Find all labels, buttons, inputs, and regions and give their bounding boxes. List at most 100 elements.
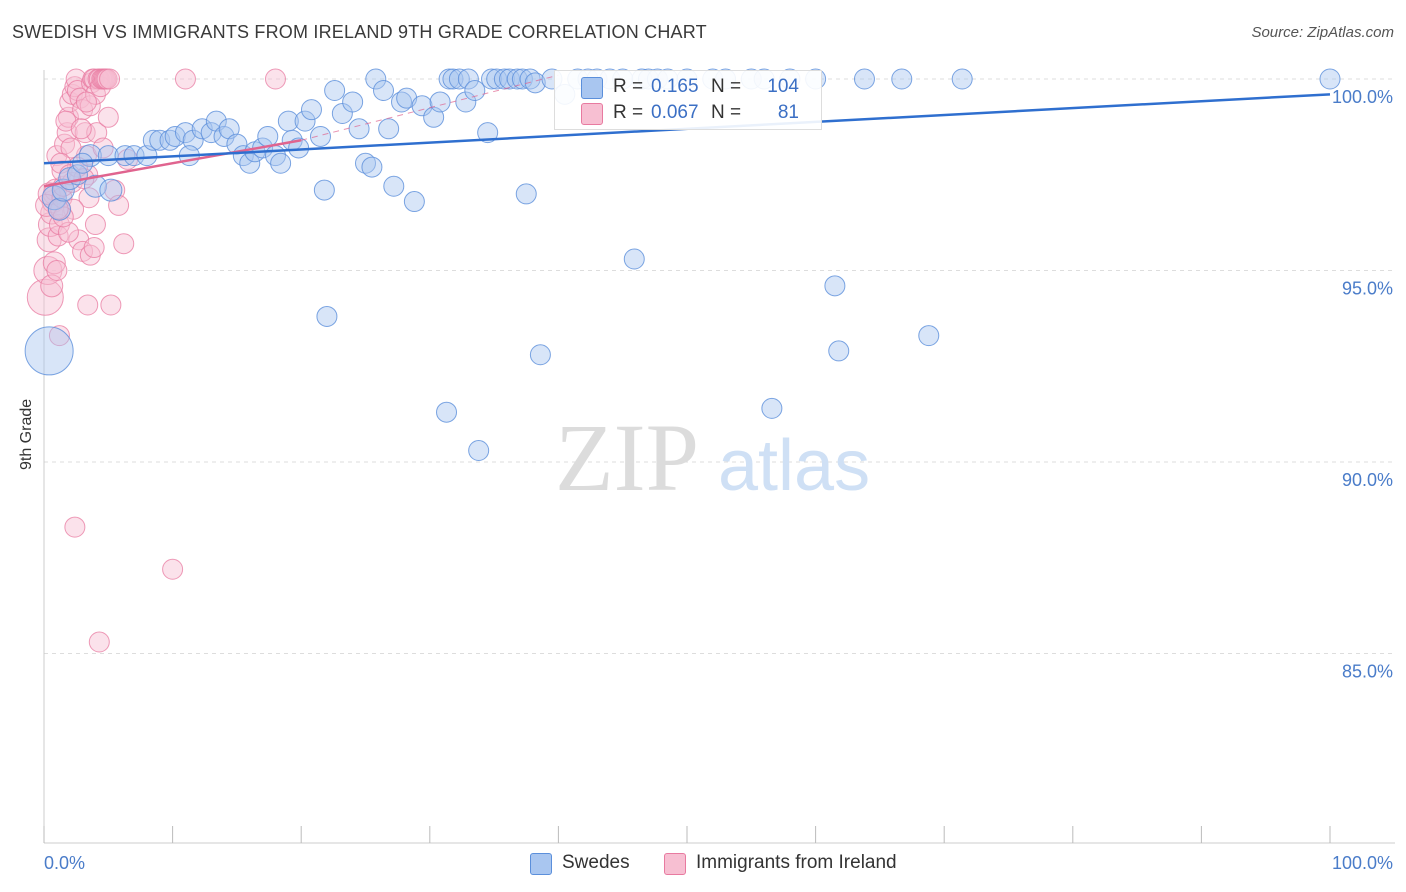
- data-point-ireland: [26, 278, 64, 316]
- stats-legend: R = 0.165 N = 104 R = 0.067 N = 81: [554, 70, 822, 130]
- data-point-swedes: [123, 145, 145, 167]
- data-point-swedes: [114, 145, 136, 167]
- data-point-ireland: [63, 198, 85, 220]
- data-point-swedes: [891, 68, 913, 90]
- data-point-ireland: [88, 631, 110, 653]
- data-point-ireland: [83, 237, 105, 259]
- data-point-ireland: [75, 91, 97, 113]
- data-point-swedes: [1319, 68, 1341, 90]
- data-point-swedes: [355, 152, 376, 174]
- data-point-ireland: [78, 187, 100, 209]
- data-point-swedes: [761, 397, 783, 419]
- data-point-swedes: [365, 68, 387, 90]
- trend-line-ireland-extension: [301, 74, 559, 141]
- data-point-swedes: [486, 68, 508, 90]
- legend-r-label: R =: [613, 102, 644, 123]
- data-point-ireland: [79, 95, 101, 117]
- data-point-swedes: [294, 110, 316, 132]
- data-point-swedes: [324, 79, 346, 101]
- watermark-atlas: atlas: [718, 426, 870, 506]
- data-point-ireland: [55, 110, 77, 132]
- data-point-swedes: [464, 79, 486, 101]
- data-point-swedes: [481, 68, 503, 90]
- data-point-swedes: [313, 179, 335, 201]
- data-point-swedes: [506, 68, 528, 90]
- data-point-swedes: [361, 156, 383, 178]
- data-point-swedes: [396, 87, 418, 109]
- data-point-swedes: [411, 95, 433, 117]
- data-point-ireland: [48, 325, 70, 347]
- data-point-swedes: [623, 248, 645, 270]
- x-tick-label: 100.0%: [1332, 853, 1393, 873]
- legend-n-value: 104: [767, 76, 799, 97]
- data-point-swedes: [457, 68, 479, 90]
- y-tick-labels: 100.0% 95.0% 90.0% 85.0%: [1332, 87, 1393, 682]
- data-point-swedes: [529, 344, 551, 366]
- y-axis-label: 9th Grade: [18, 398, 35, 470]
- legend-row-ireland: R = 0.067 N = 81: [555, 100, 821, 126]
- data-point-swedes: [436, 401, 458, 423]
- y-tick-label: 100.0%: [1332, 87, 1393, 107]
- legend-swatch-ireland: [581, 103, 603, 125]
- data-point-ireland: [70, 118, 92, 140]
- data-point-swedes: [41, 185, 67, 211]
- data-point-ireland: [113, 233, 135, 255]
- data-point-swedes: [342, 91, 364, 113]
- data-point-swedes: [99, 178, 123, 202]
- legend-swatch-swedes: [530, 853, 552, 875]
- data-point-swedes: [72, 152, 94, 174]
- watermark: ZIP atlas: [555, 404, 870, 511]
- data-point-swedes: [373, 79, 395, 101]
- trend-line-ireland: [43, 139, 302, 188]
- data-point-swedes: [499, 68, 521, 90]
- data-point-swedes: [442, 68, 464, 90]
- data-point-swedes: [316, 305, 338, 327]
- data-point-swedes: [448, 68, 470, 90]
- legend-n-label: N =: [711, 76, 742, 97]
- data-point-swedes: [142, 129, 164, 151]
- data-point-swedes: [951, 68, 973, 90]
- watermark-zip: ZIP: [555, 404, 699, 511]
- data-point-swedes: [853, 68, 875, 90]
- data-point-ireland: [64, 516, 86, 538]
- legend-label-ireland: Immigrants from Ireland: [696, 852, 897, 873]
- data-point-swedes: [174, 122, 196, 144]
- chart-title: SWEDISH VS IMMIGRANTS FROM IRELAND 9TH G…: [12, 22, 707, 42]
- legend-r-label: R =: [613, 76, 644, 97]
- data-point-swedes: [455, 91, 477, 113]
- data-point-ireland: [60, 137, 82, 159]
- data-point-ireland: [97, 106, 119, 128]
- data-point-ireland: [264, 68, 286, 90]
- data-point-swedes: [828, 340, 850, 362]
- source-label: Source: ZipAtlas.com: [1251, 24, 1394, 41]
- data-point-swedes: [205, 110, 227, 132]
- data-point-ireland: [42, 251, 66, 275]
- data-point-swedes: [403, 191, 425, 213]
- data-point-swedes: [24, 326, 74, 376]
- data-point-swedes: [468, 440, 490, 462]
- data-point-swedes: [309, 125, 331, 147]
- legend-r-value: 0.067: [651, 102, 699, 123]
- data-point-swedes: [524, 72, 546, 94]
- data-point-swedes: [429, 91, 451, 113]
- data-point-swedes: [824, 275, 846, 297]
- data-point-ireland: [77, 294, 99, 316]
- data-point-ireland: [99, 68, 121, 90]
- y-tick-label: 95.0%: [1342, 279, 1393, 299]
- data-point-swedes: [200, 122, 222, 144]
- legend-n-label: N =: [711, 102, 742, 123]
- data-point-ireland: [64, 76, 86, 98]
- x-tick-labels: 0.0% 100.0%: [44, 853, 1393, 873]
- data-point-swedes: [378, 118, 400, 140]
- data-point-ireland: [162, 558, 184, 580]
- x-tick-label: 0.0%: [44, 853, 85, 873]
- series-legend: Swedes Immigrants from Ireland: [0, 852, 1406, 878]
- data-point-swedes: [300, 99, 322, 121]
- data-point-ireland: [46, 260, 68, 281]
- legend-r-value: 0.165: [651, 76, 699, 97]
- legend-row-swedes: R = 0.165 N = 104: [555, 74, 821, 100]
- data-point-swedes: [83, 174, 107, 198]
- data-point-swedes: [477, 122, 499, 144]
- legend-swatch-swedes: [581, 77, 603, 99]
